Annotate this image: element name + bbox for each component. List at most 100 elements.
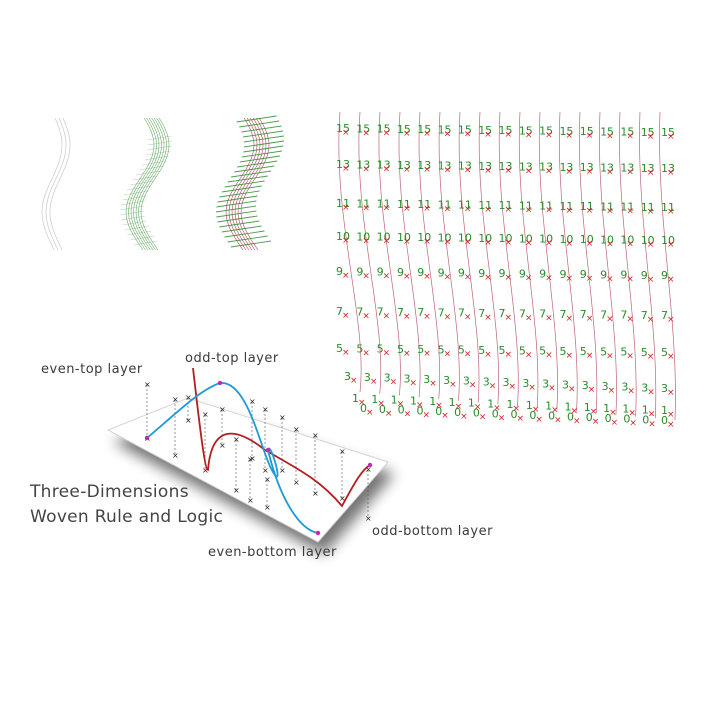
grid-cross: ×	[403, 129, 411, 139]
grid-cross: ×	[464, 350, 472, 360]
grid-number: 9	[397, 266, 404, 279]
strand-line	[49, 117, 71, 251]
pin-cross: ×	[185, 393, 192, 402]
grid-number: 15	[641, 126, 655, 139]
grid-cross: ×	[505, 130, 513, 140]
grid-cross: ×	[606, 274, 614, 284]
label-odd-top-layer: odd-top layer	[185, 351, 279, 366]
strand-tick	[241, 125, 282, 133]
grid-cross: ×	[573, 416, 581, 426]
title-line-2: Woven Rule and Logic	[30, 507, 224, 527]
grid-number: 9	[438, 266, 445, 279]
grid-cross: ×	[505, 273, 513, 283]
grid-strand	[498, 111, 519, 407]
grid-number: 11	[478, 199, 492, 212]
grid-number: 1	[487, 397, 494, 410]
grid-number: 7	[478, 307, 485, 320]
strand-tick	[224, 180, 265, 188]
grid-number: 9	[499, 267, 506, 280]
pin-cross: ×	[233, 435, 240, 444]
grid-number: 3	[483, 375, 490, 388]
grid-cross: ×	[565, 167, 573, 177]
grid-cross: ×	[592, 417, 600, 427]
grid-cross: ×	[545, 351, 553, 361]
strand-tick	[217, 195, 258, 203]
grid-number: 13	[600, 161, 614, 174]
grid-cross: ×	[383, 204, 391, 214]
strand-tick	[230, 170, 272, 178]
grid-cross: ×	[628, 409, 636, 419]
pin-cross: ×	[339, 447, 346, 456]
grid-number: 1	[410, 394, 417, 407]
grid-number: 11	[559, 200, 573, 213]
grid-number: 11	[397, 198, 411, 211]
grid-number: 15	[417, 123, 431, 136]
grid-number: 10	[377, 231, 391, 244]
grid-cross: ×	[509, 382, 517, 392]
woven-plane: × × × × × × × × × × × × × × × × × × × × × × × × × × × × × ×	[107, 367, 389, 543]
grid-strand	[478, 111, 499, 405]
grid-number: 7	[499, 307, 506, 320]
grid-number: 10	[478, 232, 492, 245]
grid-cross: ×	[422, 410, 430, 420]
strand-line	[45, 117, 67, 251]
grid-number: 13	[559, 161, 573, 174]
grid-cross: ×	[441, 411, 449, 421]
grid-number: 15	[336, 122, 350, 135]
strand-tick	[147, 135, 172, 141]
strand-tick	[130, 235, 155, 241]
grid-number: 3	[602, 380, 609, 393]
grid-number: 5	[397, 343, 404, 356]
grid-cross: ×	[667, 275, 675, 285]
grid-cross: ×	[586, 274, 594, 284]
grid-cross: ×	[532, 405, 540, 415]
pin-cross: ×	[249, 454, 256, 463]
grid-number: 9	[620, 269, 627, 282]
grid-cross: ×	[464, 166, 472, 176]
grid-cross: ×	[505, 238, 513, 248]
grid-cross: ×	[423, 129, 431, 139]
grid-cross: ×	[484, 350, 492, 360]
strand-line	[237, 117, 267, 251]
grid-cross: ×	[403, 349, 411, 359]
pin-cross: ×	[202, 410, 209, 419]
odd-layer-curve	[192, 367, 371, 508]
strand-tick	[142, 160, 167, 166]
grid-cross: ×	[362, 203, 370, 213]
grid-cross: ×	[545, 206, 553, 216]
grid-number: 15	[478, 124, 492, 137]
grid-number: 3	[522, 377, 529, 390]
grid-number: 13	[661, 162, 675, 175]
grid-strand	[579, 111, 598, 414]
pin-cross: ×	[339, 494, 346, 503]
grid-number: 15	[580, 125, 594, 138]
strand-line	[240, 117, 270, 251]
grid-cross: ×	[548, 384, 556, 394]
pin-cross: ×	[219, 441, 226, 450]
grid-cross: ×	[626, 275, 634, 285]
grid-cross: ×	[525, 166, 533, 176]
strand-tick	[236, 115, 277, 123]
pin-cross: ×	[233, 486, 240, 495]
grid-cross: ×	[626, 168, 634, 178]
grid-number: 11	[600, 200, 614, 213]
grid-cross: ×	[608, 386, 616, 396]
grid-number: 5	[336, 342, 343, 355]
grid-cross: ×	[383, 165, 391, 175]
grid-cross: ×	[586, 167, 594, 177]
grid-number: 7	[458, 307, 465, 320]
grid-number: 13	[620, 162, 634, 175]
grid-cross: ×	[586, 131, 594, 141]
grid-number: 13	[356, 158, 370, 171]
grid-cross: ×	[517, 414, 525, 424]
pin-cross: ×	[247, 455, 254, 464]
pin-cross: ×	[172, 451, 179, 460]
grid-cross: ×	[609, 408, 617, 418]
grid-cross: ×	[606, 206, 614, 216]
grid-cross: ×	[444, 272, 452, 282]
pin-cross: ×	[185, 416, 192, 425]
grid-cross: ×	[586, 314, 594, 324]
strand-tick	[126, 185, 151, 191]
strand-line	[41, 117, 63, 251]
grid-strand	[619, 111, 637, 417]
